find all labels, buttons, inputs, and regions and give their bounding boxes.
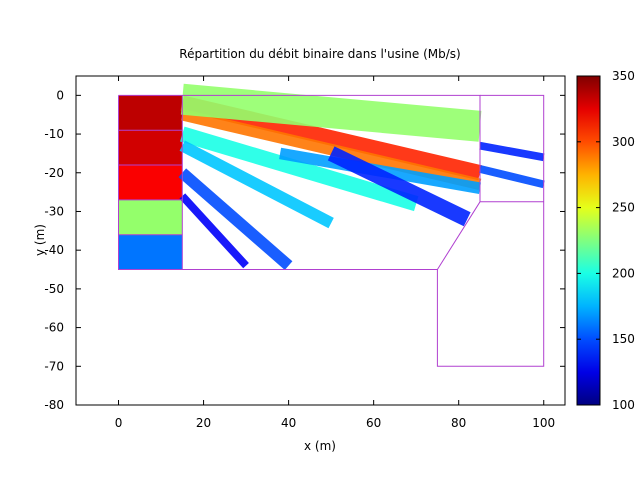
annex-outline (436, 94, 545, 367)
coverage-room-1 (118, 95, 183, 131)
y-tick-label: -40 (44, 243, 64, 257)
y-tick-label: -60 (44, 321, 64, 335)
beam-9 (327, 146, 471, 227)
colorbar-tick-label: 300 (612, 135, 635, 149)
colorbar-tick-label: 150 (612, 332, 635, 346)
beam-6 (178, 168, 293, 270)
colorbar-tick-label: 100 (612, 398, 635, 412)
beam-10 (479, 141, 545, 162)
x-tick-label: 100 (532, 416, 555, 430)
colorbar (576, 75, 601, 406)
colorbar-tick-label: 200 (612, 266, 635, 280)
coverage-room-2 (118, 130, 183, 166)
x-tick-label: 0 (115, 416, 123, 430)
coverage-room-3 (118, 165, 183, 200)
beam-4 (180, 126, 419, 212)
x-axis-label: x (m) (304, 439, 336, 453)
y-tick-label: -10 (44, 127, 64, 141)
coverage-room-4 (118, 199, 183, 235)
plot-layer (118, 83, 545, 367)
coverage-room-5 (118, 234, 183, 270)
colorbar-ticks: 100 150 200 250 300 350 (577, 69, 635, 412)
y-tick-label: -80 (44, 398, 64, 412)
beam-11 (479, 165, 545, 189)
x-tick-label: 40 (281, 416, 296, 430)
beam-3 (180, 83, 482, 142)
y-tick-label: 0 (56, 88, 64, 102)
beam-7 (179, 193, 249, 269)
colorbar-tick-label: 250 (612, 201, 635, 215)
colorbar-tick-label: 350 (612, 69, 635, 83)
x-tick-label: 20 (196, 416, 211, 430)
y-axis-label: y (m) (33, 224, 47, 256)
y-tick-label: -30 (44, 204, 64, 218)
beam-5 (179, 140, 334, 229)
y-tick-label: -70 (44, 359, 64, 373)
y-tick-label: -50 (44, 282, 64, 296)
x-tick-label: 60 (366, 416, 381, 430)
y-tick-label: -20 (44, 166, 64, 180)
x-tick-label: 80 (451, 416, 466, 430)
chart-title: Répartition du débit binaire dans l'usin… (179, 47, 460, 61)
floorplan-outline (118, 94, 481, 270)
axes-layer: 0 20 40 60 80 100 0 -10 -20 -30 -40 -50 -60 -70 -80 (44, 76, 565, 430)
